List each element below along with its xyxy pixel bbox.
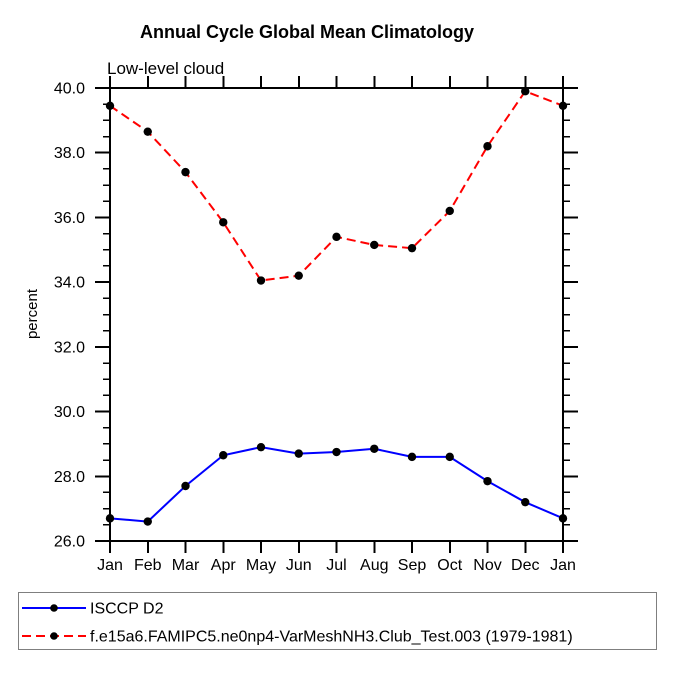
data-point — [558, 101, 568, 110]
chart-subtitle: Low-level cloud — [107, 59, 224, 78]
y-tick-label: 38.0 — [54, 145, 85, 162]
series-1-group — [105, 87, 568, 285]
data-point — [483, 476, 492, 486]
data-point — [256, 442, 266, 452]
plot-axes — [109, 87, 564, 542]
y-tick-label: 34.0 — [54, 275, 85, 292]
x-tick-label: Oct — [437, 557, 462, 574]
data-point — [558, 514, 568, 523]
x-tick-label: Jul — [326, 557, 346, 574]
x-tick-label: Jan — [97, 557, 123, 574]
legend-label-series2: f.e15a6.FAMIPC5.ne0np4-VarMeshNH3.Club_T… — [90, 629, 573, 646]
data-point — [294, 449, 303, 458]
series-0-group — [105, 442, 568, 526]
x-tick-label: Apr — [211, 557, 237, 574]
chart-title: Annual Cycle Global Mean Climatology — [140, 22, 474, 42]
x-tick-label: Dec — [511, 557, 539, 574]
data-point — [219, 451, 228, 460]
legend-border — [18, 592, 657, 650]
x-tick-label: Jun — [286, 557, 312, 574]
legend-line-samples — [22, 604, 86, 640]
data-point — [105, 514, 115, 523]
data-point — [105, 101, 115, 110]
x-tick-label: Jan — [550, 557, 576, 574]
data-series — [105, 87, 568, 526]
data-point — [407, 452, 417, 462]
x-tick-label: Sep — [398, 557, 427, 574]
axis-tick-labels: 26.0 28.0 30.0 32.0 34.0 36.0 38.0 40.0 Jan Feb Ma… — [54, 81, 576, 575]
data-point — [294, 271, 303, 280]
data-point — [219, 218, 228, 227]
y-tick-label: 36.0 — [54, 210, 85, 227]
x-tick-label: Feb — [134, 557, 162, 574]
series-1-line — [109, 90, 564, 282]
axis-ticks — [95, 76, 578, 553]
x-tick-label: Mar — [172, 557, 200, 574]
legend-sample-marker-0 — [50, 604, 58, 612]
plot-box — [109, 87, 564, 542]
y-axis-title: percent — [24, 288, 41, 339]
data-point — [370, 444, 379, 453]
data-point — [181, 167, 190, 177]
data-point — [445, 452, 454, 462]
data-point — [407, 243, 417, 253]
data-point — [332, 232, 341, 242]
y-tick-label: 28.0 — [54, 469, 85, 486]
legend-box: ISCCP D2 f.e15a6.FAMIPC5.ne0np4-VarMeshN… — [18, 592, 657, 650]
y-tick-label: 40.0 — [54, 81, 85, 98]
data-point — [332, 447, 341, 457]
data-point — [445, 206, 454, 216]
data-point — [521, 497, 530, 507]
x-tick-label: Aug — [360, 557, 388, 574]
data-point — [256, 276, 266, 285]
data-point — [521, 87, 530, 96]
data-point — [370, 240, 379, 250]
data-point — [181, 481, 190, 491]
data-point — [483, 142, 492, 151]
y-tick-label: 32.0 — [54, 339, 85, 356]
data-point — [143, 517, 152, 526]
legend-sample-marker-1 — [50, 632, 58, 640]
legend-label-series1: ISCCP D2 — [90, 601, 164, 618]
x-tick-label: Nov — [473, 557, 501, 574]
x-tick-label: May — [246, 557, 276, 574]
y-tick-label: 26.0 — [54, 534, 85, 551]
data-point — [143, 127, 152, 136]
y-tick-label: 30.0 — [54, 404, 85, 421]
series-0-line — [109, 446, 564, 523]
